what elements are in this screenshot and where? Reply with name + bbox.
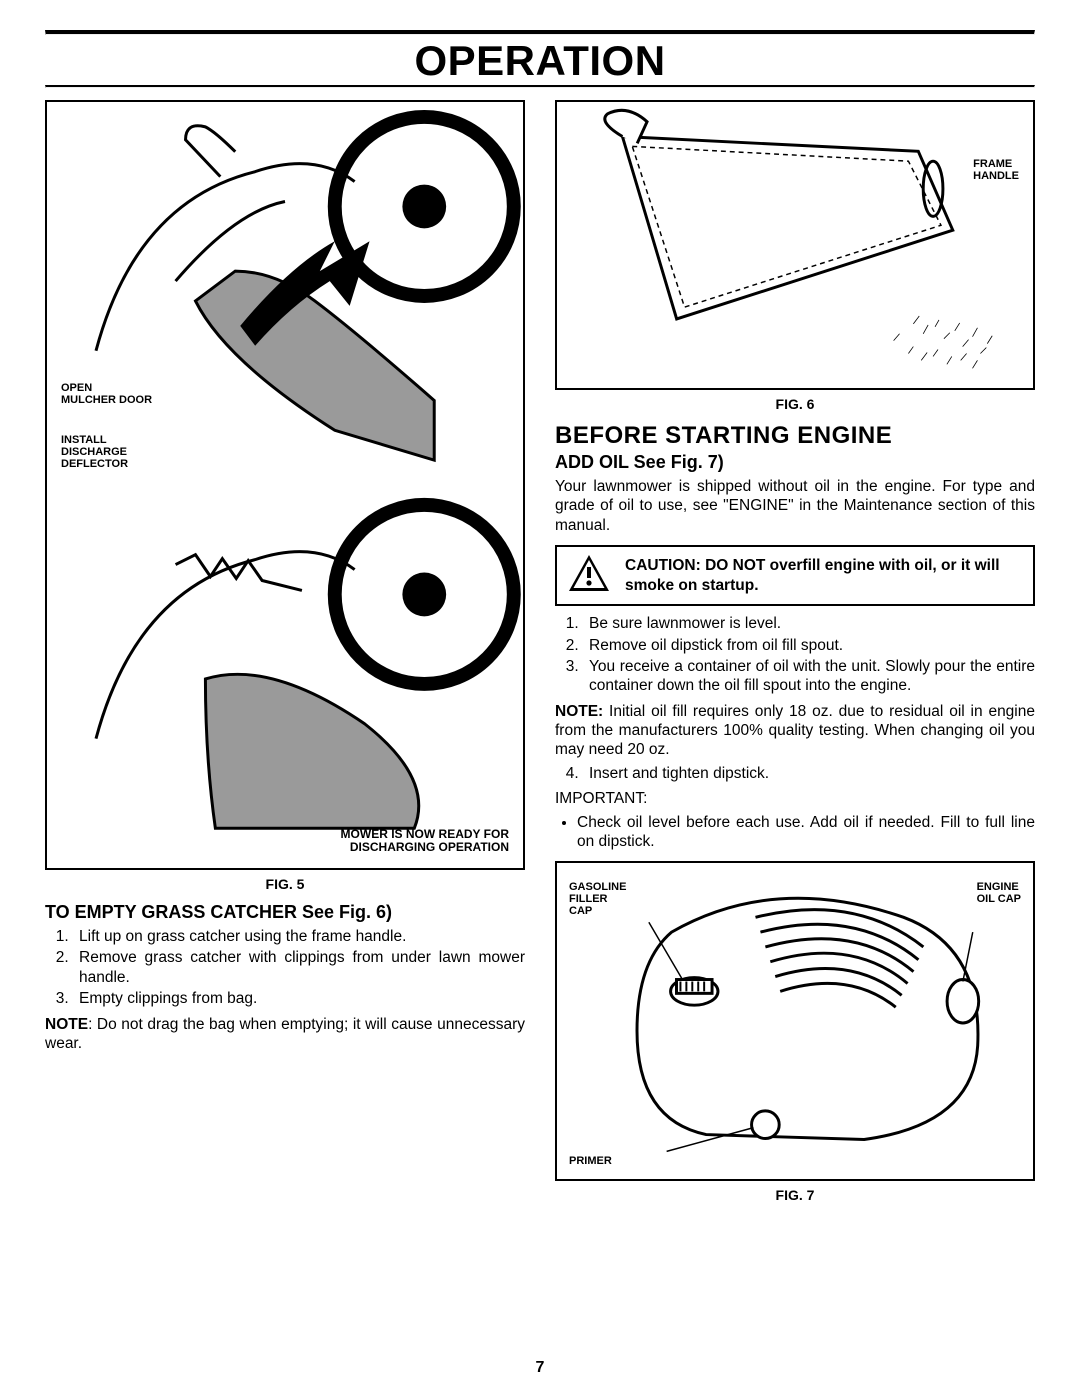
figure-5-caption: FIG. 5 <box>45 876 525 892</box>
fig5-label-text: DISCHARGE <box>61 446 127 458</box>
figure-7-illustration <box>557 863 1033 1179</box>
fig6-label-frame-handle: FRAME HANDLE <box>973 158 1019 182</box>
fig7-label-text: OIL CAP <box>977 893 1021 905</box>
note-label: NOTE <box>45 1016 88 1033</box>
add-oil-steps-2: Insert and tighten dipstick. <box>555 764 1035 783</box>
fig5-label-text: MOWER IS NOW READY FOR <box>341 827 509 841</box>
figure-6-box: FRAME HANDLE <box>555 100 1035 390</box>
figure-6-illustration <box>557 102 1033 388</box>
left-column: OPEN MULCHER DOOR INSTALL DISCHARGE DEFL… <box>45 100 525 1203</box>
fig5-label-text: DISCHARGING OPERATION <box>350 840 509 854</box>
caution-text: CAUTION: DO NOT overfill engine with oil… <box>625 556 1023 595</box>
add-oil-intro: Your lawnmower is shipped without oil in… <box>555 477 1035 535</box>
list-item: You receive a container of oil with the … <box>583 657 1035 696</box>
important-bullets: Check oil level before each use. Add oil… <box>555 813 1035 852</box>
fig7-label-text: ENGINE <box>977 881 1019 893</box>
fig7-label-primer: PRIMER <box>569 1155 612 1167</box>
right-column: FRAME HANDLE FIG. 6 BEFORE STARTING ENGI… <box>555 100 1035 1203</box>
page-number: 7 <box>536 1359 545 1377</box>
figure-5-box: OPEN MULCHER DOOR INSTALL DISCHARGE DEFL… <box>45 100 525 870</box>
empty-catcher-heading: TO EMPTY GRASS CATCHER See Fig. 6) <box>45 902 525 923</box>
list-item: Check oil level before each use. Add oil… <box>577 813 1035 852</box>
list-item: Be sure lawnmower is level. <box>583 614 1035 633</box>
add-oil-heading: ADD OIL See Fig. 7) <box>555 452 1035 473</box>
note-body: Initial oil fill requires only 18 oz. du… <box>555 703 1035 759</box>
page: OPERATION <box>0 0 1080 1397</box>
list-item: Insert and tighten dipstick. <box>583 764 1035 783</box>
fig7-label-text: FILLER <box>569 893 608 905</box>
section-title: OPERATION <box>45 37 1035 85</box>
list-item: Lift up on grass catcher using the frame… <box>73 927 525 946</box>
fig5-label-ready: MOWER IS NOW READY FOR DISCHARGING OPERA… <box>341 828 509 854</box>
fig5-label-install-deflector: INSTALL DISCHARGE DEFLECTOR <box>61 434 128 470</box>
fig7-label-text: CAP <box>569 905 592 917</box>
fig6-label-text: HANDLE <box>973 170 1019 182</box>
fig5-label-open-mulcher: OPEN MULCHER DOOR <box>61 382 152 406</box>
figure-5-illustration <box>47 102 523 868</box>
fig6-label-text: FRAME <box>973 158 1012 170</box>
figure-7-box: GASOLINE FILLER CAP ENGINE OIL CAP PRIME… <box>555 861 1035 1181</box>
list-item: Empty clippings from bag. <box>73 989 525 1008</box>
list-item: Remove grass catcher with clippings from… <box>73 948 525 987</box>
add-oil-note: NOTE: Initial oil fill requires only 18 … <box>555 702 1035 760</box>
empty-catcher-steps: Lift up on grass catcher using the frame… <box>45 927 525 1009</box>
list-item: Remove oil dipstick from oil fill spout. <box>583 636 1035 655</box>
add-oil-steps: Be sure lawnmower is level. Remove oil d… <box>555 614 1035 696</box>
fig7-label-text: PRIMER <box>569 1155 612 1167</box>
note-label: NOTE: <box>555 703 603 720</box>
fig5-label-text: MULCHER DOOR <box>61 394 152 406</box>
fig5-label-text: DEFLECTOR <box>61 458 128 470</box>
caution-label: CAUTION: <box>625 557 701 574</box>
empty-catcher-note: NOTE: Do not drag the bag when emptying;… <box>45 1015 525 1054</box>
fig5-label-text: INSTALL <box>61 434 107 446</box>
figure-7-caption: FIG. 7 <box>555 1187 1035 1203</box>
important-label: IMPORTANT: <box>555 789 1035 808</box>
fig5-label-text: OPEN <box>61 382 92 394</box>
caution-box: CAUTION: DO NOT overfill engine with oil… <box>555 545 1035 606</box>
figure-6-caption: FIG. 6 <box>555 396 1035 412</box>
two-column-layout: OPEN MULCHER DOOR INSTALL DISCHARGE DEFL… <box>45 100 1035 1203</box>
fig7-label-text: GASOLINE <box>569 881 626 893</box>
warning-icon <box>567 553 611 598</box>
fig7-label-gas-cap: GASOLINE FILLER CAP <box>569 881 626 917</box>
title-underline <box>45 85 1035 88</box>
top-rule <box>45 30 1035 35</box>
fig7-label-oil-cap: ENGINE OIL CAP <box>977 881 1021 905</box>
before-starting-heading: BEFORE STARTING ENGINE <box>555 422 1035 450</box>
note-body: : Do not drag the bag when emptying; it … <box>45 1016 525 1052</box>
